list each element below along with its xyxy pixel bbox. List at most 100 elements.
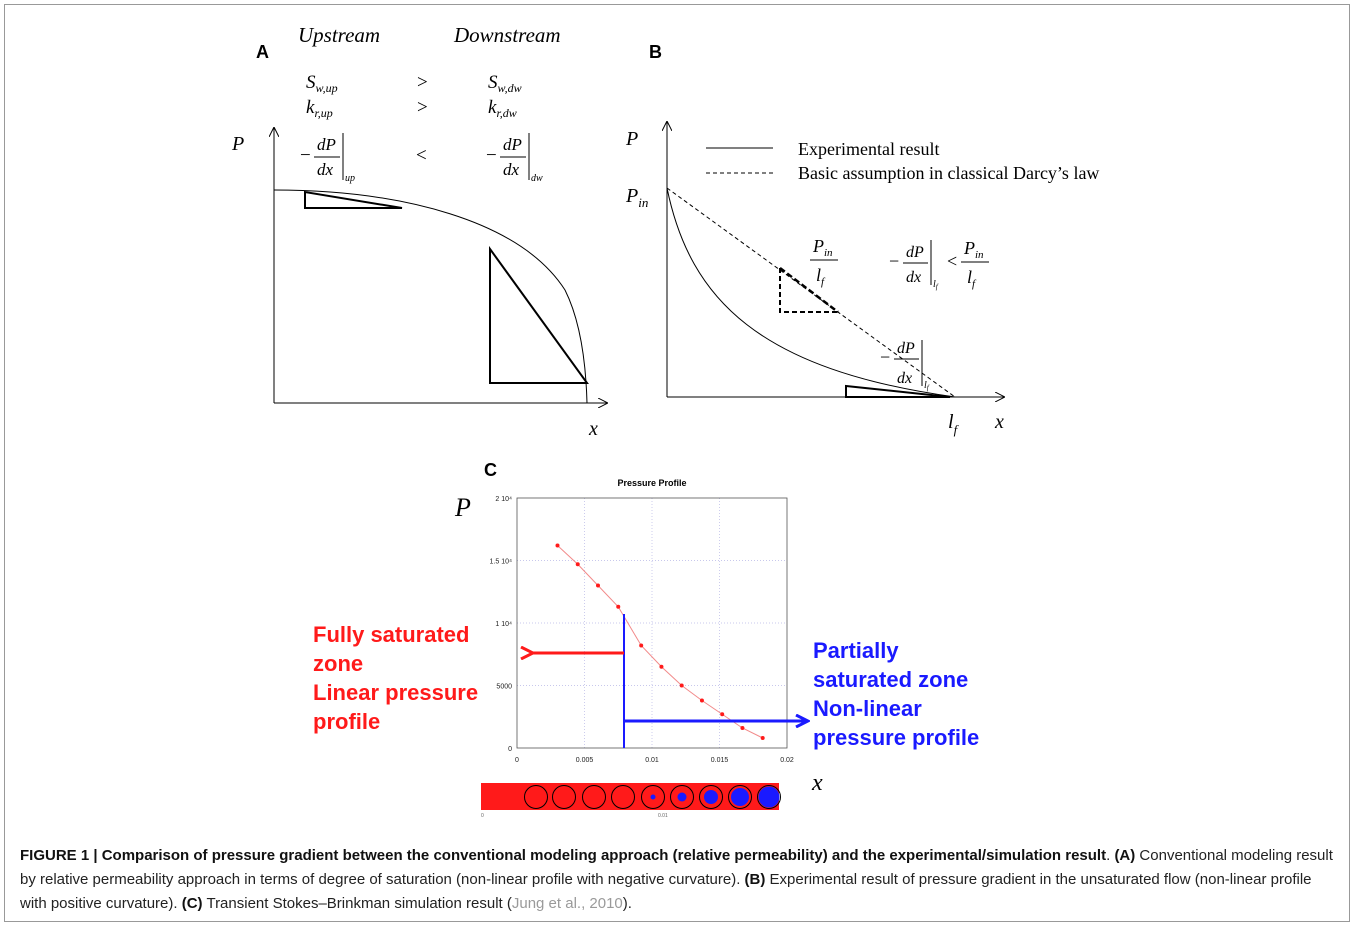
svg-text:dP: dP <box>317 135 336 154</box>
panel-b-x-label: x <box>994 411 1004 433</box>
svg-text:−: − <box>486 145 497 166</box>
y-tick-label: 0 <box>508 746 512 753</box>
partially-saturated-line-3: Non-linear <box>813 696 922 721</box>
pressure-profile-points <box>555 543 765 740</box>
caption-label: FIGURE 1 | Comparison of pressure gradie… <box>20 847 1107 864</box>
x-tick-label: 0 <box>515 757 519 764</box>
svg-text:dw: dw <box>531 173 543 184</box>
fully-saturated-line-3: Linear pressure <box>313 680 479 705</box>
panel-c: C Pressure Profile P x 2 10⁴ 1.5 10⁴ 1 10⁴… <box>454 460 823 819</box>
pore-circle <box>552 785 576 809</box>
inequality-expr: − dP dx lf < Pin lf <box>889 238 989 291</box>
citation-link[interactable]: Jung et al., 2010 <box>511 895 623 912</box>
pore-bar-label-left: 0 <box>481 813 484 819</box>
pore-circle <box>611 785 635 809</box>
data-point <box>679 683 684 688</box>
gt-sign-2: > <box>417 97 428 118</box>
pore-circle <box>728 785 752 809</box>
caption-end: ). <box>622 895 632 912</box>
caption-a-tag: (A) <box>1114 847 1136 864</box>
data-point <box>616 604 621 609</box>
caption-c-tag: (C) <box>181 895 203 912</box>
svg-text:<: < <box>947 251 957 271</box>
svg-text:lf: lf <box>816 265 826 288</box>
perm-up-symbol: kr,up <box>306 97 333 120</box>
pore-circle <box>757 785 781 809</box>
chart-x-ticks: 0 0.005 0.01 0.015 0.02 <box>515 757 794 764</box>
svg-text:dP: dP <box>906 244 924 261</box>
panel-b-linear-triangle <box>779 268 838 313</box>
data-point <box>575 562 580 567</box>
data-point <box>699 698 704 703</box>
x-tick-label: 0.005 <box>576 757 594 764</box>
panel-a: A Upstream Downstream Sw,up > Sw,dw kr,u… <box>231 23 607 440</box>
svg-text:up: up <box>345 173 355 184</box>
figure-frame <box>4 4 1350 922</box>
svg-text:dx: dx <box>906 269 921 286</box>
pore-bar: 0 0.01 <box>481 783 781 819</box>
p-in-label: Pin <box>625 185 648 210</box>
fully-saturated-annotation: Fully saturated zone Linear pressure pro… <box>313 620 478 736</box>
panel-a-pressure-curve <box>273 189 588 404</box>
svg-text:lf: lf <box>924 380 930 392</box>
data-point <box>639 643 644 648</box>
downstream-label: Downstream <box>453 23 561 47</box>
legend-solid-text: Experimental result <box>798 139 939 159</box>
fully-saturated-line-4: profile <box>313 709 381 734</box>
upstream-label: Upstream <box>298 23 380 47</box>
svg-text:lf: lf <box>933 279 939 291</box>
svg-text:dx: dx <box>503 160 520 179</box>
svg-text:Pin: Pin <box>963 238 984 261</box>
gradient-up-expr: − dP dx up <box>300 133 355 184</box>
air-bubble <box>677 792 687 802</box>
perm-dw-symbol: kr,dw <box>488 97 517 120</box>
y-tick-label: 5000 <box>496 684 512 691</box>
panel-b-y-label: P <box>625 128 638 150</box>
data-point <box>720 712 725 717</box>
data-point <box>740 726 745 730</box>
legend-dashed-text: Basic assumption in classical Darcy’s la… <box>798 163 1099 183</box>
panel-a-downstream-triangle <box>489 245 589 384</box>
air-bubble <box>758 786 780 808</box>
data-point <box>659 664 664 669</box>
sat-up-symbol: Sw,up <box>306 72 338 95</box>
svg-text:dx: dx <box>317 160 334 179</box>
panel-a-upstream-triangle <box>304 190 403 209</box>
y-tick-label: 1 10⁴ <box>495 621 512 628</box>
chart-title: Pressure Profile <box>617 478 686 488</box>
panel-c-y-label: P <box>454 493 471 522</box>
gradient-lf-expr: − dP dx lf <box>880 340 930 392</box>
air-bubble <box>731 788 749 806</box>
pore-circle <box>582 785 606 809</box>
lt-sign: < <box>416 145 427 166</box>
pore-circle <box>641 785 665 809</box>
figure-canvas: A Upstream Downstream Sw,up > Sw,dw kr,u… <box>231 23 1099 819</box>
panel-b: B P x Pin lf Experimental result Basic a… <box>625 42 1099 437</box>
chart-y-ticks: 2 10⁴ 1.5 10⁴ 1 10⁴ 5000 0 <box>490 496 513 753</box>
pressure-profile-line <box>557 545 763 739</box>
pore-circle <box>670 785 694 809</box>
panel-b-tangent-triangle <box>845 384 951 398</box>
panel-c-x-label: x <box>811 770 823 796</box>
x-tick-label: 0.01 <box>645 757 659 764</box>
svg-text:dx: dx <box>897 370 912 387</box>
fully-saturated-line-1: Fully saturated <box>313 622 470 647</box>
air-bubble <box>650 794 656 800</box>
sat-dw-symbol: Sw,dw <box>488 72 522 95</box>
panel-a-letter: A <box>256 42 269 62</box>
y-tick-label: 2 10⁴ <box>495 496 512 503</box>
panel-a-x-label: x <box>588 418 598 440</box>
partially-saturated-annotation: Partially saturated zone Non-linear pres… <box>813 636 979 752</box>
panel-c-letter: C <box>484 460 497 480</box>
fully-saturated-line-2: zone <box>313 651 364 676</box>
l-f-label: lf <box>948 411 960 437</box>
svg-text:−: − <box>889 251 899 271</box>
panel-b-letter: B <box>649 42 662 62</box>
chart-grid <box>517 498 787 748</box>
data-point <box>555 543 560 548</box>
partially-saturated-line-4: pressure profile <box>813 725 980 750</box>
panel-b-experimental-curve <box>666 187 956 398</box>
gradient-dw-expr: − dP dx dw <box>486 133 543 184</box>
panel-b-linear-triangle-hyp <box>779 267 839 313</box>
figure-caption: FIGURE 1 | Comparison of pressure gradie… <box>20 847 1333 912</box>
